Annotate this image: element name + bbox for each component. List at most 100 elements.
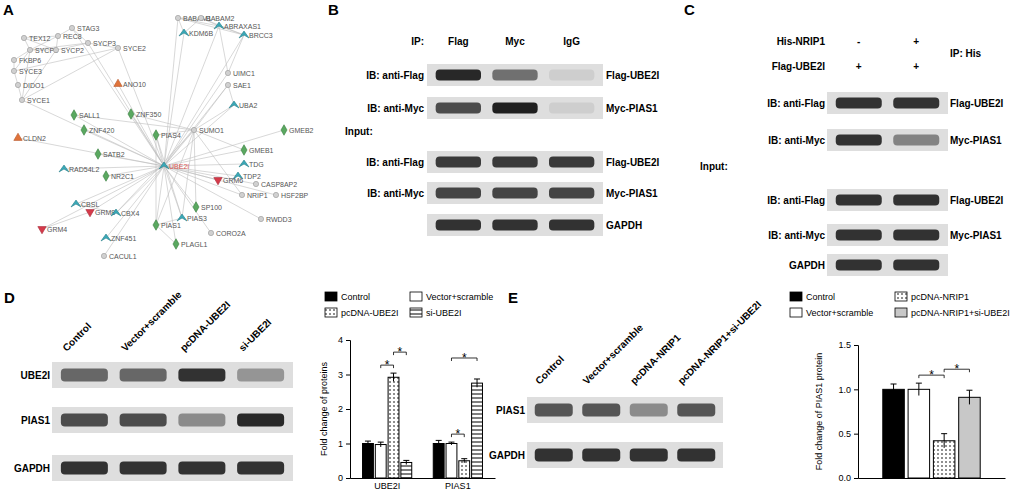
- y-tick-mark: [854, 478, 858, 479]
- blot-lane-label: Vector+scramble: [119, 289, 184, 354]
- y-axis-line: [346, 341, 351, 479]
- blot-row-label: IB: anti-Myc: [768, 135, 825, 146]
- network-edge: [90, 166, 164, 212]
- y-tick: 1.5: [838, 340, 858, 350]
- network-edge: [18, 138, 164, 166]
- blot-header-label: His-NRIP1: [777, 36, 826, 47]
- blot-panel: EControlVector+scramblepcDNA-NRIP1pcDNA-…: [489, 289, 764, 468]
- blot-band: [492, 220, 537, 231]
- blot-header-label: IP:: [411, 36, 424, 47]
- blot-band: [582, 449, 620, 462]
- legend-label: Control: [341, 292, 370, 302]
- blot-target-label: Myc-PIAS1: [950, 230, 1002, 241]
- network-label: ZNF451: [111, 235, 136, 242]
- y-tick: 3: [338, 370, 350, 380]
- blot-band: [893, 135, 939, 146]
- network-label: NRIP1: [247, 192, 268, 199]
- blot-band: [120, 462, 167, 475]
- network-label: SYCE1: [27, 97, 50, 104]
- y-axis: 0.00.51.01.5: [838, 340, 858, 483]
- bar: [388, 377, 399, 478]
- legend-swatch: [325, 308, 337, 317]
- network-label: NR2C1: [111, 173, 134, 180]
- network-node: [258, 216, 263, 221]
- network-node: [53, 47, 58, 52]
- network-edge: [88, 43, 164, 166]
- panel-letter: A: [3, 1, 14, 18]
- network-edge: [219, 26, 228, 73]
- y-tick-mark: [346, 478, 350, 479]
- blot-band: [630, 449, 668, 462]
- blot-band: [836, 230, 882, 241]
- y-tick: 1.0: [838, 385, 858, 395]
- blot-section-title: Input:: [345, 126, 373, 137]
- network-edge: [164, 166, 176, 244]
- network-node: [229, 101, 239, 108]
- error-bar: [944, 434, 945, 448]
- blot-band: [893, 230, 939, 241]
- error-cap: [403, 460, 409, 461]
- blot-row-label: IB: anti-Myc: [768, 230, 825, 241]
- legend-swatch: [325, 292, 337, 301]
- network-label: CACUL1: [109, 253, 137, 260]
- blot-header-label: Flag-UBE2I: [772, 61, 826, 72]
- network-label: GRM4: [47, 226, 67, 233]
- blot-band: [836, 260, 882, 271]
- network-label: UBA2: [239, 102, 257, 109]
- network-node: [159, 162, 169, 169]
- network-label: HSF2BP: [281, 192, 309, 199]
- network-edge: [22, 100, 164, 166]
- error-cap: [436, 440, 442, 441]
- blot-target-label: Myc-PIAS1: [606, 103, 658, 114]
- blot-strip: [527, 397, 723, 423]
- network-label: ZNF420: [89, 127, 114, 134]
- y-tick-label: 1.0: [838, 385, 851, 395]
- network-node: [69, 25, 74, 30]
- error-bar: [406, 460, 407, 464]
- blot-band: [492, 70, 537, 81]
- annotations: ****: [381, 345, 477, 441]
- blot-row-label: IB: anti-Flag: [366, 70, 424, 81]
- network-label: CBSL: [81, 201, 99, 208]
- legend-swatch: [790, 292, 802, 301]
- error-bar: [918, 383, 919, 395]
- network-label: CLDN2: [23, 135, 46, 142]
- x-axis: UBE2IPIAS1: [351, 479, 496, 492]
- error-bar: [464, 459, 465, 463]
- blot-target-label: Myc-PIAS1: [950, 135, 1002, 146]
- blot-band: [677, 449, 715, 462]
- blot-lane-label: IgG: [563, 36, 580, 47]
- network-edge: [42, 166, 164, 229]
- bar-chart: 01234UBE2IPIAS1Fold change of proteinsCo…: [319, 292, 496, 491]
- network-label: GRM6: [223, 177, 243, 184]
- network-label: SAE1: [233, 82, 251, 89]
- blot-band: [893, 195, 939, 206]
- blot-lane-label: pcDNA-NRIP1+si-UBE2I: [676, 299, 764, 387]
- network-node: [114, 79, 122, 86]
- blot-note: IP: His: [950, 48, 982, 59]
- blot-row-label: GAPDH: [14, 463, 50, 474]
- blot-band: [549, 220, 594, 231]
- panel-letter: C: [684, 1, 695, 18]
- blot-band: [61, 369, 108, 382]
- network-edge: [72, 28, 164, 166]
- blot-panel: BIP:FlagMycIgGIB: anti-FlagFlag-UBE2IIB:…: [328, 1, 660, 236]
- network-label: SYCE2: [123, 45, 146, 52]
- x-axis-line: [351, 478, 496, 479]
- network-node: [208, 230, 213, 235]
- blot-band: [630, 404, 668, 417]
- y-tick-label: 1: [338, 439, 343, 449]
- blot-band: [178, 414, 225, 427]
- figure: ATEX12REC8STAG3SYCP1SYCP2SYCP3FKBP6SYCE3…: [0, 0, 1020, 499]
- network-node: [281, 125, 287, 136]
- network-node: [21, 35, 26, 40]
- x-axis-line: [859, 478, 1006, 479]
- network-label: SYCP3: [93, 40, 116, 47]
- network-node: [101, 253, 106, 258]
- significance-label: *: [462, 351, 467, 365]
- network-label: KDM6B: [189, 30, 213, 37]
- network-node: [38, 227, 46, 234]
- error-cap: [891, 384, 897, 385]
- bar-chart: 0.00.51.01.5Fold change of PIAS1 protein…: [790, 292, 1010, 483]
- y-tick-mark: [854, 434, 858, 435]
